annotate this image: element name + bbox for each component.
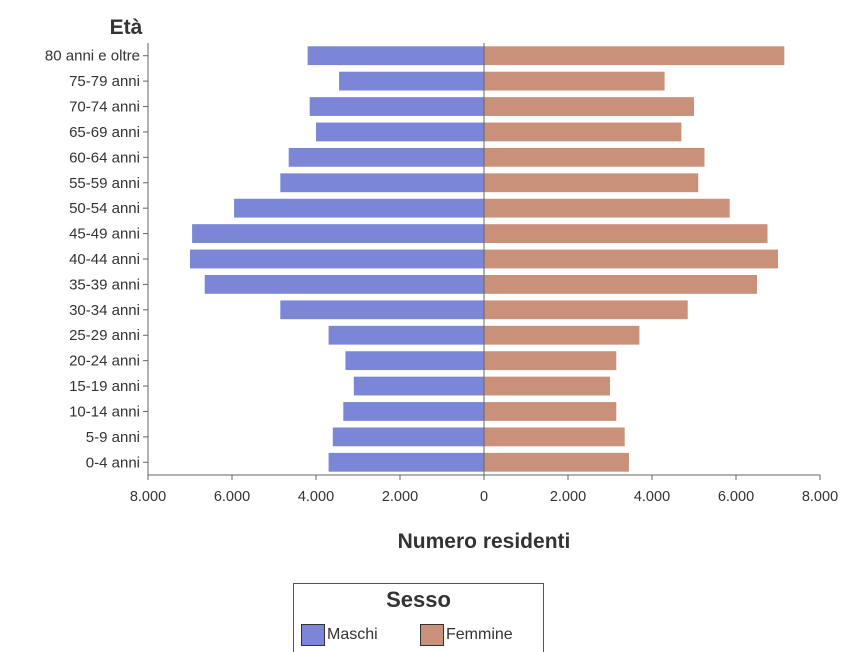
bar-femmine-15-19-anni	[484, 376, 610, 396]
legend-label-maschi: Maschi	[327, 626, 378, 643]
bar-maschi-60-64-anni	[288, 147, 484, 167]
y-tick-label: 15-19 anni	[69, 378, 140, 395]
bar-maschi-10-14-anni	[343, 402, 484, 421]
bar-maschi-80-anni-e-oltre	[307, 46, 484, 66]
bar-maschi-15-19-anni	[353, 376, 484, 396]
x-tick-label: 4.000	[634, 489, 670, 505]
bars	[190, 46, 785, 472]
bar-maschi-45-49-anni	[192, 224, 484, 243]
y-tick-label: 40-44 anni	[69, 251, 140, 268]
bar-femmine-5-9-anni	[484, 427, 625, 447]
bar-femmine-35-39-anni	[484, 275, 757, 294]
y-axis: 0-4 anni 5-9 anni 10-14 anni 15-19 anni 20-2…	[45, 43, 149, 475]
bar-femmine-10-14-anni	[484, 402, 617, 421]
x-axis: 8.000 6.000 4.000 2.000 0 2.000 4.000 6.000 8.00…	[130, 474, 838, 505]
y-tick-label: 45-49 anni	[69, 226, 140, 243]
bar-femmine-30-34-anni	[484, 300, 688, 320]
x-tick-label: 6.000	[718, 489, 754, 505]
y-tick-label: 60-64 anni	[69, 149, 140, 166]
y-tick-label: 0-4 anni	[86, 454, 140, 471]
x-tick-label: 6.000	[214, 489, 250, 505]
y-tick-label: 10-14 anni	[69, 403, 140, 420]
y-tick-label: 65-69 anni	[69, 124, 140, 141]
bar-maschi-70-74-anni	[309, 97, 484, 116]
y-tick-label: 70-74 anni	[69, 99, 140, 116]
bar-femmine-70-74-anni	[484, 97, 694, 116]
bar-femmine-65-69-anni	[484, 122, 682, 142]
y-tick-label: 5-9 anni	[86, 429, 140, 446]
bar-femmine-60-64-anni	[484, 147, 705, 167]
y-axis-title: Età	[110, 16, 143, 39]
y-tick-label: 75-79 anni	[69, 73, 140, 90]
bar-femmine-0-4-anni	[484, 452, 629, 472]
legend-label-femmine: Femmine	[446, 626, 513, 643]
legend-item-femmine[interactable]: Femmine	[420, 624, 513, 646]
bar-maschi-35-39-anni	[204, 275, 484, 294]
bar-femmine-55-59-anni	[484, 173, 699, 193]
bar-femmine-20-24-anni	[484, 351, 617, 371]
bar-femmine-50-54-anni	[484, 198, 730, 218]
x-tick-label: 4.000	[298, 489, 334, 505]
x-tick-label: 2.000	[550, 489, 586, 505]
bar-femmine-45-49-anni	[484, 224, 768, 243]
bar-maschi-20-24-anni	[345, 351, 484, 371]
legend-swatch-maschi	[301, 624, 325, 646]
y-tick-label: 35-39 anni	[69, 276, 140, 293]
x-tick-label: 8.000	[802, 489, 838, 505]
bar-femmine-75-79-anni	[484, 71, 665, 91]
bar-maschi-30-34-anni	[280, 300, 484, 320]
y-tick-label: 30-34 anni	[69, 302, 140, 319]
y-tick-label: 50-54 anni	[69, 200, 140, 217]
bar-maschi-50-54-anni	[234, 198, 484, 218]
bar-maschi-0-4-anni	[328, 452, 484, 472]
bar-maschi-25-29-anni	[328, 325, 484, 345]
legend-swatch-femmine	[420, 624, 444, 646]
x-tick-label: 8.000	[130, 489, 166, 505]
bar-femmine-40-44-anni	[484, 249, 778, 269]
bar-maschi-55-59-anni	[280, 173, 484, 193]
y-tick-label: 20-24 anni	[69, 353, 140, 370]
legend-title: Sesso	[386, 587, 451, 612]
legend-item-maschi[interactable]: Maschi	[301, 624, 378, 646]
legend: Sesso Maschi Femmine	[293, 583, 544, 652]
bar-maschi-65-69-anni	[316, 122, 484, 142]
bar-maschi-40-44-anni	[190, 249, 484, 269]
bar-femmine-80-anni-e-oltre	[484, 46, 785, 66]
y-tick-label: 25-29 anni	[69, 327, 140, 344]
bar-maschi-75-79-anni	[339, 71, 484, 91]
x-tick-label: 0	[480, 489, 488, 505]
bar-femmine-25-29-anni	[484, 325, 640, 345]
x-axis-title: Numero residenti	[398, 530, 571, 553]
y-tick-label: 55-59 anni	[69, 175, 140, 192]
bar-maschi-5-9-anni	[332, 427, 484, 447]
y-tick-label: 80 anni e oltre	[45, 48, 140, 65]
x-tick-label: 2.000	[382, 489, 418, 505]
